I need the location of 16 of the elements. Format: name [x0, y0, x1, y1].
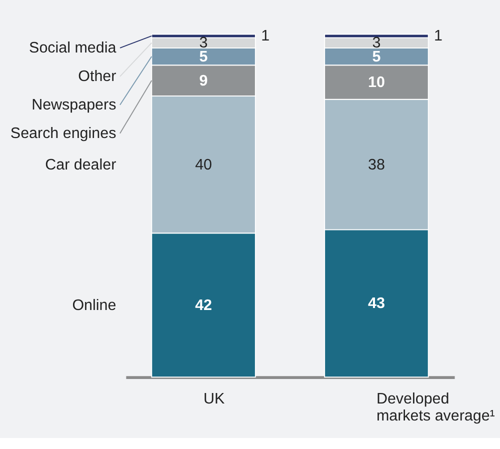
data-label: 42: [195, 296, 212, 314]
data-label: 43: [368, 295, 385, 312]
data-label: 1: [434, 28, 443, 45]
x-tick-label: UK: [204, 390, 225, 408]
legend-label: Social media: [29, 40, 117, 57]
text: Newspapers: [32, 96, 117, 114]
data-label: 9: [199, 72, 208, 90]
text: Car dealer: [45, 156, 116, 174]
text: Other: [78, 68, 116, 86]
data-label: 38: [368, 156, 385, 174]
text: Online: [72, 296, 116, 314]
x-tick-label: Developed markets average¹: [376, 390, 495, 424]
text: Search engines: [10, 125, 117, 142]
data-label: 10: [368, 74, 385, 91]
data-label: 40: [195, 156, 212, 174]
data-label: 1: [261, 28, 270, 45]
